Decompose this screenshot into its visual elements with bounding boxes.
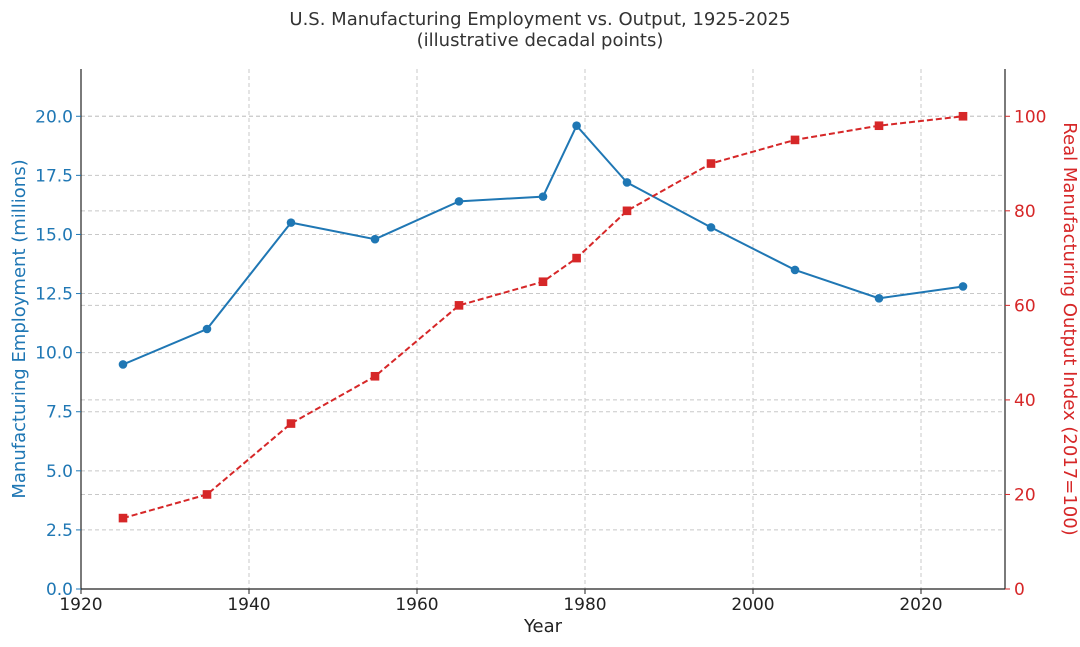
data-point [118, 360, 128, 369]
data-point [622, 206, 632, 216]
data-point [572, 121, 581, 131]
y-tick-label-left: 0.0 [46, 580, 73, 600]
y-tick-label-left: 7.5 [46, 403, 73, 423]
tick-labels: 1920 1940 1960 1980 2000 2020 0.0 2.5 5.0 7.5 10.0… [35, 107, 1046, 615]
data-point [286, 218, 296, 227]
data-point [874, 121, 884, 131]
y-tick-label-right: 80 [1014, 202, 1036, 222]
x-tick-label: 2000 [731, 595, 774, 615]
x-tick-label: 1960 [395, 595, 438, 615]
y-tick-label-left: 17.5 [35, 166, 73, 186]
data-point [538, 192, 548, 201]
data-point [118, 513, 128, 523]
data-point [454, 197, 464, 206]
data-point [790, 265, 800, 275]
data-point [454, 301, 464, 310]
x-tick-label: 1920 [59, 595, 102, 615]
data-point [706, 223, 716, 232]
data-point [202, 324, 212, 334]
y-tick-label-right: 20 [1014, 485, 1036, 505]
y-tick-label-right: 100 [1014, 107, 1046, 127]
series-line-left [122, 123, 964, 366]
chart-subtitle: (illustrative decadal points) [417, 30, 664, 51]
y-tick-label-right: 60 [1014, 296, 1036, 316]
data-point [202, 490, 212, 499]
data-point [370, 234, 380, 244]
data-point [538, 277, 548, 287]
y-tick-label-left: 20.0 [35, 107, 73, 127]
series-right [118, 111, 968, 523]
data-point [790, 135, 800, 145]
x-tick-label: 2020 [899, 595, 942, 615]
x-axis-label: Year [523, 616, 563, 637]
y-tick-label-left: 15.0 [35, 225, 73, 245]
data-point [706, 159, 716, 168]
y-tick-label-left: 2.5 [46, 521, 73, 541]
y-tick-label-right: 0 [1014, 580, 1025, 600]
x-tick-label: 1980 [563, 595, 606, 615]
y-tick-label-left: 5.0 [46, 462, 73, 482]
y-axis-label-left: Manufacturing Employment (millions) [9, 159, 30, 498]
series [118, 111, 968, 523]
y-axis-label-right: Real Manufacturing Output Index (2017=10… [1059, 122, 1080, 535]
data-point [572, 253, 581, 263]
chart-title: U.S. Manufacturing Employment vs. Output… [289, 9, 790, 30]
data-point [286, 419, 296, 428]
y-tick-label-left: 12.5 [35, 285, 73, 305]
data-point [370, 371, 380, 381]
axes [76, 69, 1010, 594]
y-tick-label-left: 10.0 [35, 344, 73, 364]
data-point [958, 111, 968, 121]
y-tick-label-right: 40 [1014, 391, 1036, 411]
data-point [874, 293, 884, 303]
grid [81, 69, 1005, 589]
data-point [958, 282, 968, 291]
data-point [622, 178, 632, 187]
series-left [118, 121, 968, 369]
x-tick-label: 1940 [227, 595, 270, 615]
